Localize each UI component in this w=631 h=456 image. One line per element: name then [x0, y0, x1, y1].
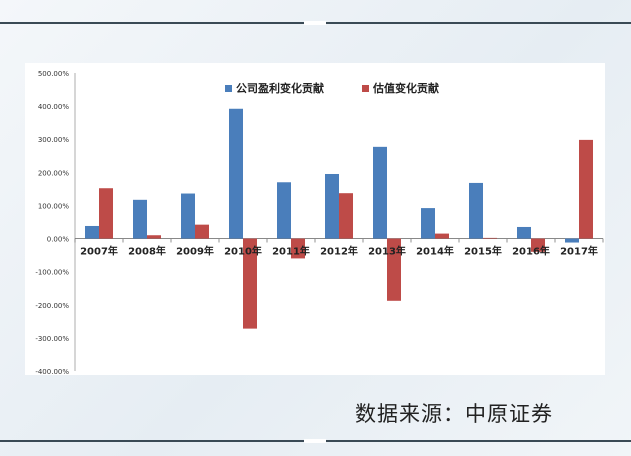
- chart-panel: 500.00% 400.00% 300.00% 200.00% 100.00% 0.00%…: [25, 63, 605, 375]
- y-tick-label: -400.00%: [35, 368, 69, 375]
- top-divider-notch: [304, 21, 326, 25]
- bar-earnings-4: [277, 182, 291, 239]
- bar-earnings-7: [421, 208, 435, 239]
- bar-valuation-2: [195, 224, 209, 239]
- y-tick-label: -300.00%: [35, 335, 69, 343]
- y-tick-label: 200.00%: [38, 169, 69, 177]
- bar-chart: 500.00% 400.00% 300.00% 200.00% 100.00% 0.00%…: [35, 70, 604, 375]
- legend-swatch-0: [225, 85, 232, 92]
- y-tick-label: 400.00%: [38, 103, 69, 111]
- bar-valuation-9: [531, 238, 545, 252]
- x-tick-label: 2016年: [512, 245, 550, 258]
- y-tick-label: 300.00%: [38, 136, 69, 144]
- y-tick-label: -100.00%: [35, 269, 69, 277]
- legend-swatch-1: [362, 85, 369, 92]
- bar-valuation-5: [339, 193, 353, 239]
- x-tick-label: 2011年: [272, 245, 310, 258]
- bar-earnings-8: [469, 182, 483, 239]
- legend-label-1: 估值变化贡献: [372, 81, 439, 95]
- bar-valuation-7: [435, 233, 449, 239]
- bar-earnings-9: [517, 226, 531, 239]
- x-tick-label: 2010年: [224, 245, 262, 258]
- legend-label-0: 公司盈利变化贡献: [236, 81, 324, 95]
- bar-earnings-0: [85, 225, 99, 239]
- bar-valuation-6: [387, 238, 401, 301]
- bar-valuation-10: [579, 139, 593, 239]
- x-tick-label: 2014年: [416, 245, 454, 258]
- bar-earnings-5: [325, 173, 339, 239]
- x-tick-label: 2007年: [80, 245, 118, 258]
- source-note: 数据来源：中原证券: [355, 402, 553, 426]
- bar-earnings-6: [373, 146, 387, 239]
- bar-valuation-1: [147, 235, 161, 239]
- bar-earnings-3: [229, 108, 243, 239]
- x-tick-label: 2012年: [320, 245, 358, 258]
- y-tick-label: 500.00%: [38, 70, 69, 78]
- x-tick-label: 2013年: [368, 245, 406, 258]
- y-tick-label: 0.00%: [47, 236, 70, 244]
- bar-earnings-10: [565, 238, 579, 243]
- y-tick-label: -200.00%: [35, 302, 69, 310]
- bar-valuation-4: [291, 238, 305, 259]
- bar-earnings-2: [181, 193, 195, 239]
- bar-valuation-0: [99, 188, 113, 239]
- bottom-divider-notch: [304, 439, 326, 443]
- x-tick-label: 2009年: [176, 245, 214, 258]
- bar-earnings-1: [133, 199, 147, 239]
- x-tick-label: 2015年: [464, 245, 502, 258]
- x-tick-label: 2017年: [560, 245, 598, 258]
- y-tick-label: 100.00%: [38, 202, 69, 210]
- bar-valuation-8: [483, 237, 497, 239]
- bar-valuation-3: [243, 238, 257, 329]
- x-tick-label: 2008年: [128, 245, 166, 258]
